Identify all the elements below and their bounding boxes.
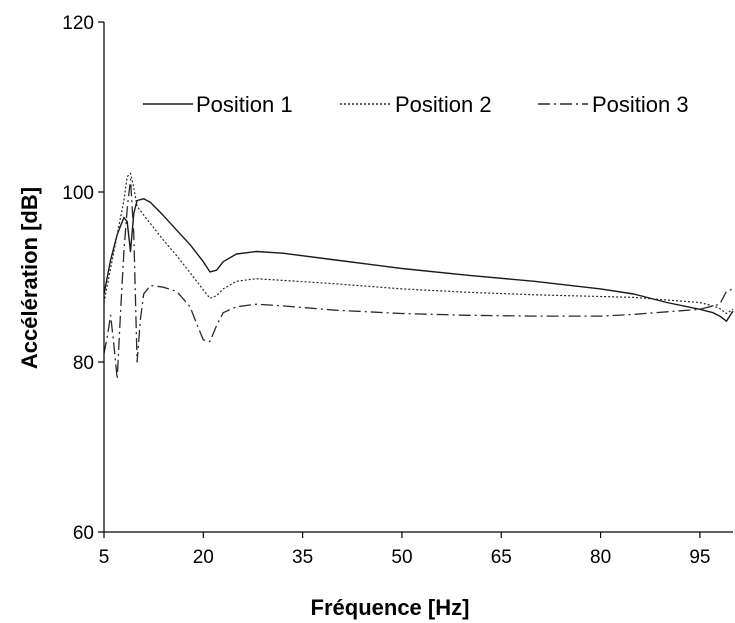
y-tick-label: 80 [73,353,94,374]
x-tick-label: 95 [689,547,710,568]
x-tick-label: 65 [491,547,512,568]
x-tick-label: 50 [391,547,412,568]
y-tick-label: 120 [62,13,94,34]
series-line-3 [103,178,734,380]
series-lines [103,172,734,380]
x-tick-label: 5 [99,547,110,568]
y-tick-label: 100 [62,183,94,204]
legend-label-2: Position 2 [395,92,492,117]
legend-label-3: Position 3 [592,92,689,117]
x-tick-label: 20 [193,547,214,568]
y-tick-label: 60 [73,523,94,544]
x-tick-label: 80 [590,547,611,568]
legend: Position 1 Position 2 Position 3 [143,92,689,117]
axes [103,22,733,533]
x-axis-title: Fréquence [Hz] [311,595,470,620]
x-tick-label: 35 [292,547,313,568]
series-line-1 [103,198,734,322]
y-axis-title: Accélération [dB] [17,187,42,369]
tick-labels: 60 80 100 120 5 20 35 50 65 80 95 [62,13,710,568]
series-line-2 [103,172,734,315]
legend-label-1: Position 1 [196,92,293,117]
